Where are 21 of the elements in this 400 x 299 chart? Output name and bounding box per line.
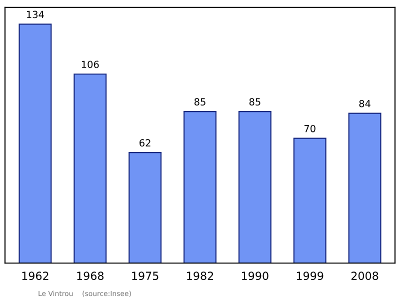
data-label: 85 — [194, 98, 206, 106]
bar — [128, 152, 162, 264]
x-tick-label: 1968 — [77, 272, 104, 280]
data-label: 84 — [359, 100, 370, 108]
x-tick-label: 1990 — [242, 272, 268, 280]
x-tick-label: 1982 — [187, 272, 214, 280]
x-tick-label: 1975 — [132, 272, 158, 280]
data-label: 85 — [249, 98, 260, 106]
bar — [348, 112, 382, 264]
data-label: 62 — [140, 139, 150, 147]
bar — [184, 111, 216, 264]
data-label: 70 — [304, 124, 316, 132]
bar — [293, 138, 326, 264]
bar — [238, 111, 272, 264]
bar — [74, 74, 107, 264]
x-tick-label: 1962 — [22, 272, 48, 280]
x-tick-label: 2008 — [351, 272, 378, 280]
data-label: 134 — [27, 10, 44, 18]
bar — [18, 24, 52, 264]
x-tick-label: 1999 — [296, 272, 324, 280]
data-label: 106 — [82, 60, 99, 68]
